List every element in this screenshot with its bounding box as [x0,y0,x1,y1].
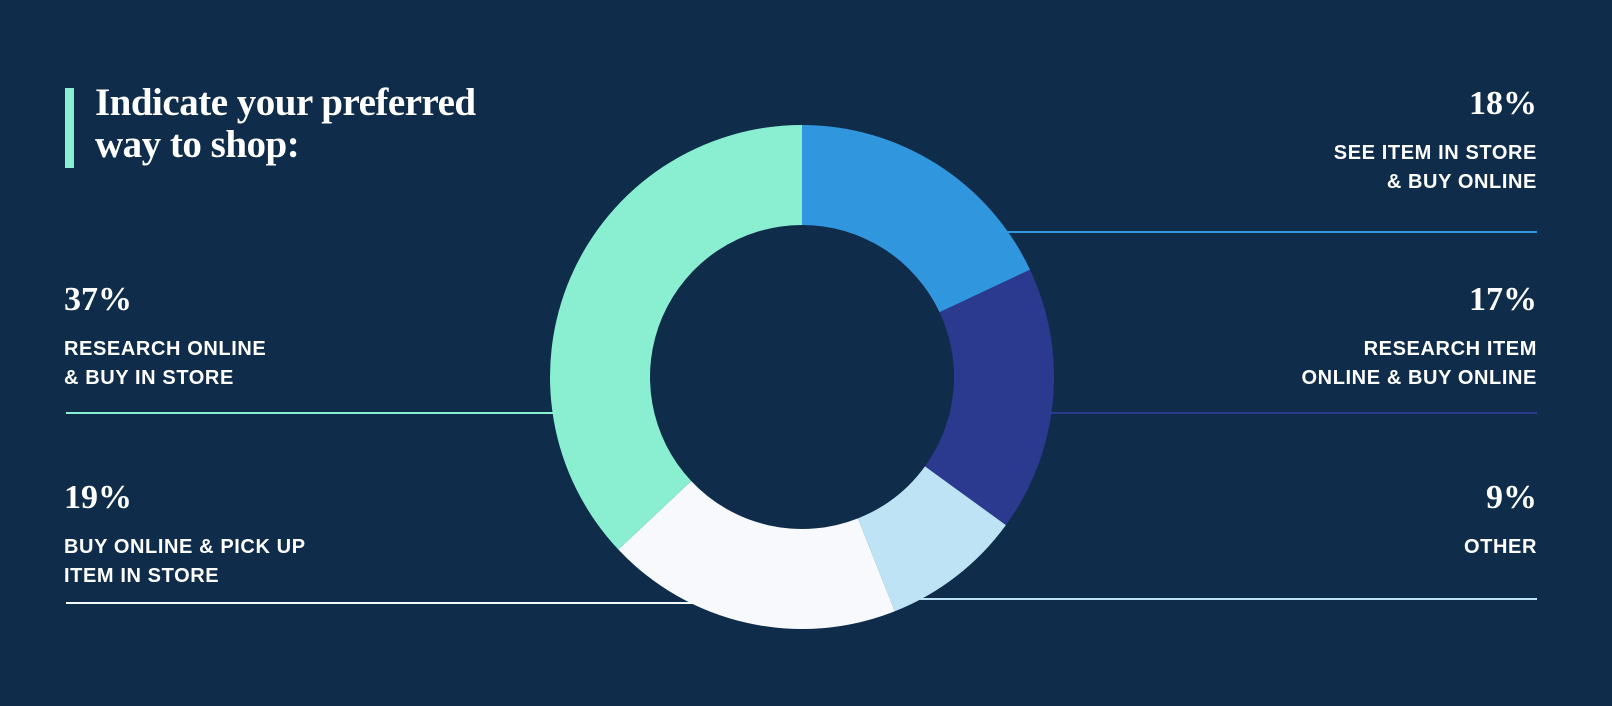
donut-slice [802,125,1031,313]
value-label: 18% [1469,85,1537,122]
category-label: SEE ITEM IN STORE & BUY ONLINE [1333,142,1537,193]
category-label: RESEARCH ONLINE & BUY IN STORE [64,338,267,389]
value-label: 17% [1469,281,1537,318]
title-accent [65,88,74,168]
category-label: OTHER [1464,536,1537,558]
category-label: BUY ONLINE & PICK UP ITEM IN STORE [64,536,306,587]
donut-slice [857,466,1006,612]
category-label: RESEARCH ITEM ONLINE & BUY ONLINE [1301,338,1537,389]
donut-slice [550,125,802,550]
value-label: 9% [1486,479,1537,516]
value-label: 37% [64,281,132,318]
donut-slice [618,481,895,629]
donut-slice [924,269,1054,526]
value-label: 19% [64,479,132,516]
chart-title: Indicate your preferred way to shop: [95,81,476,166]
